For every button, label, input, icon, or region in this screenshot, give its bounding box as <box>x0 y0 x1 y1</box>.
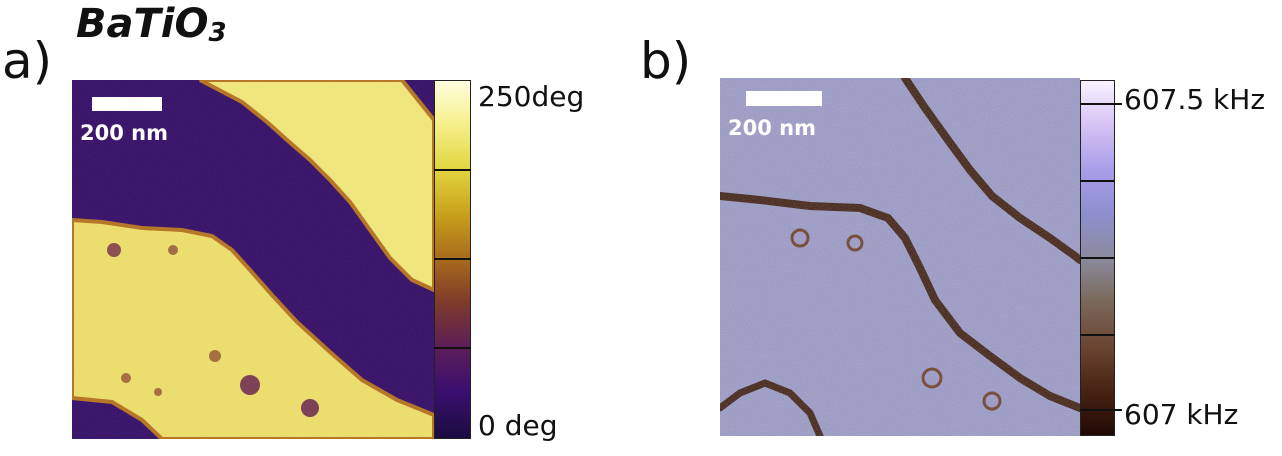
panel-b-scale-bar <box>746 91 822 106</box>
panel-a-colorbar-max: 250deg <box>478 80 585 113</box>
colorbar-tick <box>434 347 471 349</box>
panel-a-phase-image <box>72 80 434 439</box>
colorbar-tick <box>1080 334 1115 336</box>
colorbar-tick <box>434 258 471 260</box>
panel-b-colorbar-min: 607 kHz <box>1124 398 1239 431</box>
material-title-main: BaTiO <box>76 1 209 47</box>
panel-a-scale-bar <box>92 97 162 111</box>
colorbar-tick <box>1080 103 1122 105</box>
panel-a-colorbar-min: 0 deg <box>478 409 558 442</box>
material-title-subscript: 3 <box>208 18 227 48</box>
colorbar-tick <box>434 169 471 171</box>
panel-a-label: a) <box>2 32 53 90</box>
panel-b-frequency-image <box>720 78 1080 436</box>
panel-b-scale-label: 200 nm <box>728 116 816 140</box>
colorbar-tick <box>1080 180 1115 182</box>
colorbar-tick <box>1080 257 1115 259</box>
material-title: BaTiO3 <box>76 4 227 46</box>
panel-a-scale-label: 200 nm <box>80 121 168 145</box>
panel-b-label: b) <box>640 32 692 90</box>
panel-b-colorbar-max: 607.5 kHz <box>1124 83 1266 116</box>
colorbar-tick <box>1080 409 1122 411</box>
